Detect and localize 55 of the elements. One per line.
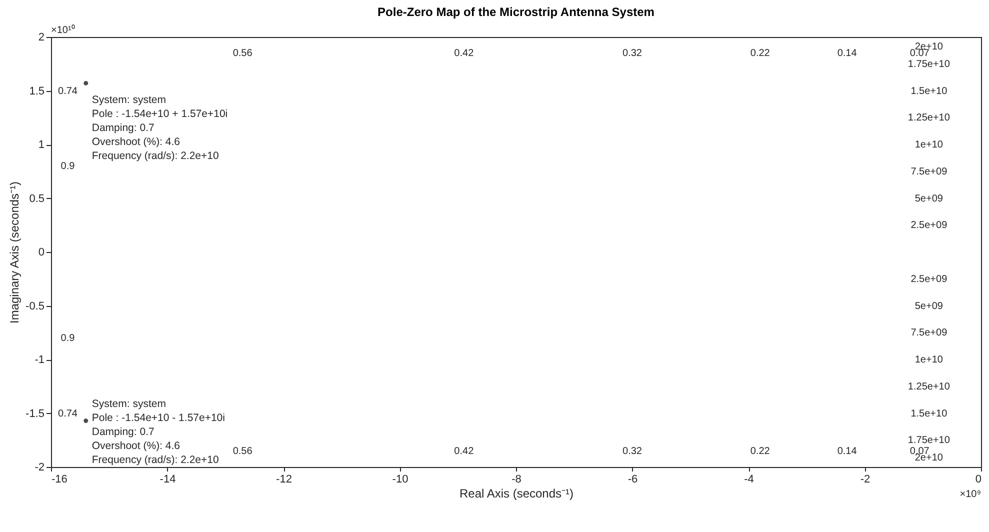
y-tick-label: -1.5 — [26, 408, 44, 420]
annotation: 0.9 — [60, 333, 76, 344]
y-tick-label: -1 — [34, 354, 44, 366]
annotation: 1.75e+10 — [908, 435, 950, 446]
x-tick-label: 0 — [975, 474, 982, 486]
annotation: 0.07 — [910, 48, 930, 60]
y-tick-label: 1.5 — [29, 85, 44, 98]
y-tick-label: -0.5 — [26, 300, 44, 312]
annotation: 0.14 — [837, 446, 858, 457]
annotation: 1.75e+10 — [908, 58, 950, 70]
text: ×10⁹ — [960, 489, 981, 500]
annotation: 2.5e+09 — [910, 220, 948, 232]
annotation: 0.56 — [232, 446, 253, 457]
x-tick-label: -12 — [276, 474, 292, 486]
x-tick-label: -10 — [392, 474, 408, 486]
annotation: 0.42 — [454, 48, 474, 60]
x-tick-label: -2 — [860, 474, 870, 486]
x-tick-label: -16 — [52, 474, 68, 486]
annotation: System: system Pole : -1.54e+10 + 1.57e+10i Damping: 0.7 Overshoot (%): 4.6 Frequency (rad/s): 2.2e+10 — [92, 94, 228, 162]
annotation: 0.56 — [232, 48, 253, 60]
annotation: 0.42 — [454, 446, 474, 457]
x-tick-label: -8 — [512, 474, 522, 486]
annotation: 1e+10 — [914, 140, 944, 150]
annotation: 0.14 — [837, 48, 858, 60]
annotation: 5e+09 — [914, 193, 944, 204]
y-tick-label: 0.5 — [29, 192, 44, 205]
annotation: 1e+10 — [914, 354, 944, 366]
y-axis-title: Imaginary Axis (seconds⁻¹) — [8, 181, 22, 324]
annotation: 1.5e+10 — [910, 408, 948, 420]
y-tick-label: 2 — [38, 32, 44, 44]
annotation: 5e+09 — [914, 300, 944, 312]
annotation: 2e+10 — [914, 452, 944, 464]
annotation: 0.22 — [750, 48, 770, 60]
chart-title: Pole-Zero Map of the Microstrip Antenna System — [378, 5, 654, 19]
annotation: 0.9 — [60, 161, 76, 172]
annotation: 7.5e+09 — [910, 328, 948, 339]
annotation: 1.25e+10 — [908, 112, 950, 124]
annotation: 7.5e+09 — [910, 166, 948, 178]
x-tick-label: -4 — [744, 474, 754, 486]
annotation: 1.5e+10 — [910, 86, 948, 97]
x-axis-title: Real Axis (seconds⁻¹) — [459, 486, 574, 500]
annotation: 2.5e+09 — [910, 274, 948, 285]
x-tick-label: -14 — [160, 474, 176, 486]
y-tick-label: -2 — [34, 462, 44, 474]
x-tick-label: -6 — [628, 474, 638, 486]
annotation: 0.74 — [58, 408, 78, 420]
annotation: 1.25e+10 — [908, 381, 950, 392]
annotation: 0.32 — [622, 48, 642, 60]
y-tick-label: 1 — [38, 139, 44, 151]
annotation: 0.74 — [58, 86, 78, 97]
annotation: 0.32 — [622, 446, 642, 457]
y-tick-label: 0 — [38, 246, 44, 258]
annotation: System: system Pole : -1.54e+10 - 1.57e+10i Damping: 0.7 Overshoot (%): 4.6 Frequency (rad/s): 2.2e+10 — [92, 398, 225, 466]
annotation: 0.22 — [750, 446, 770, 457]
text: ×10¹⁰ — [51, 24, 76, 36]
